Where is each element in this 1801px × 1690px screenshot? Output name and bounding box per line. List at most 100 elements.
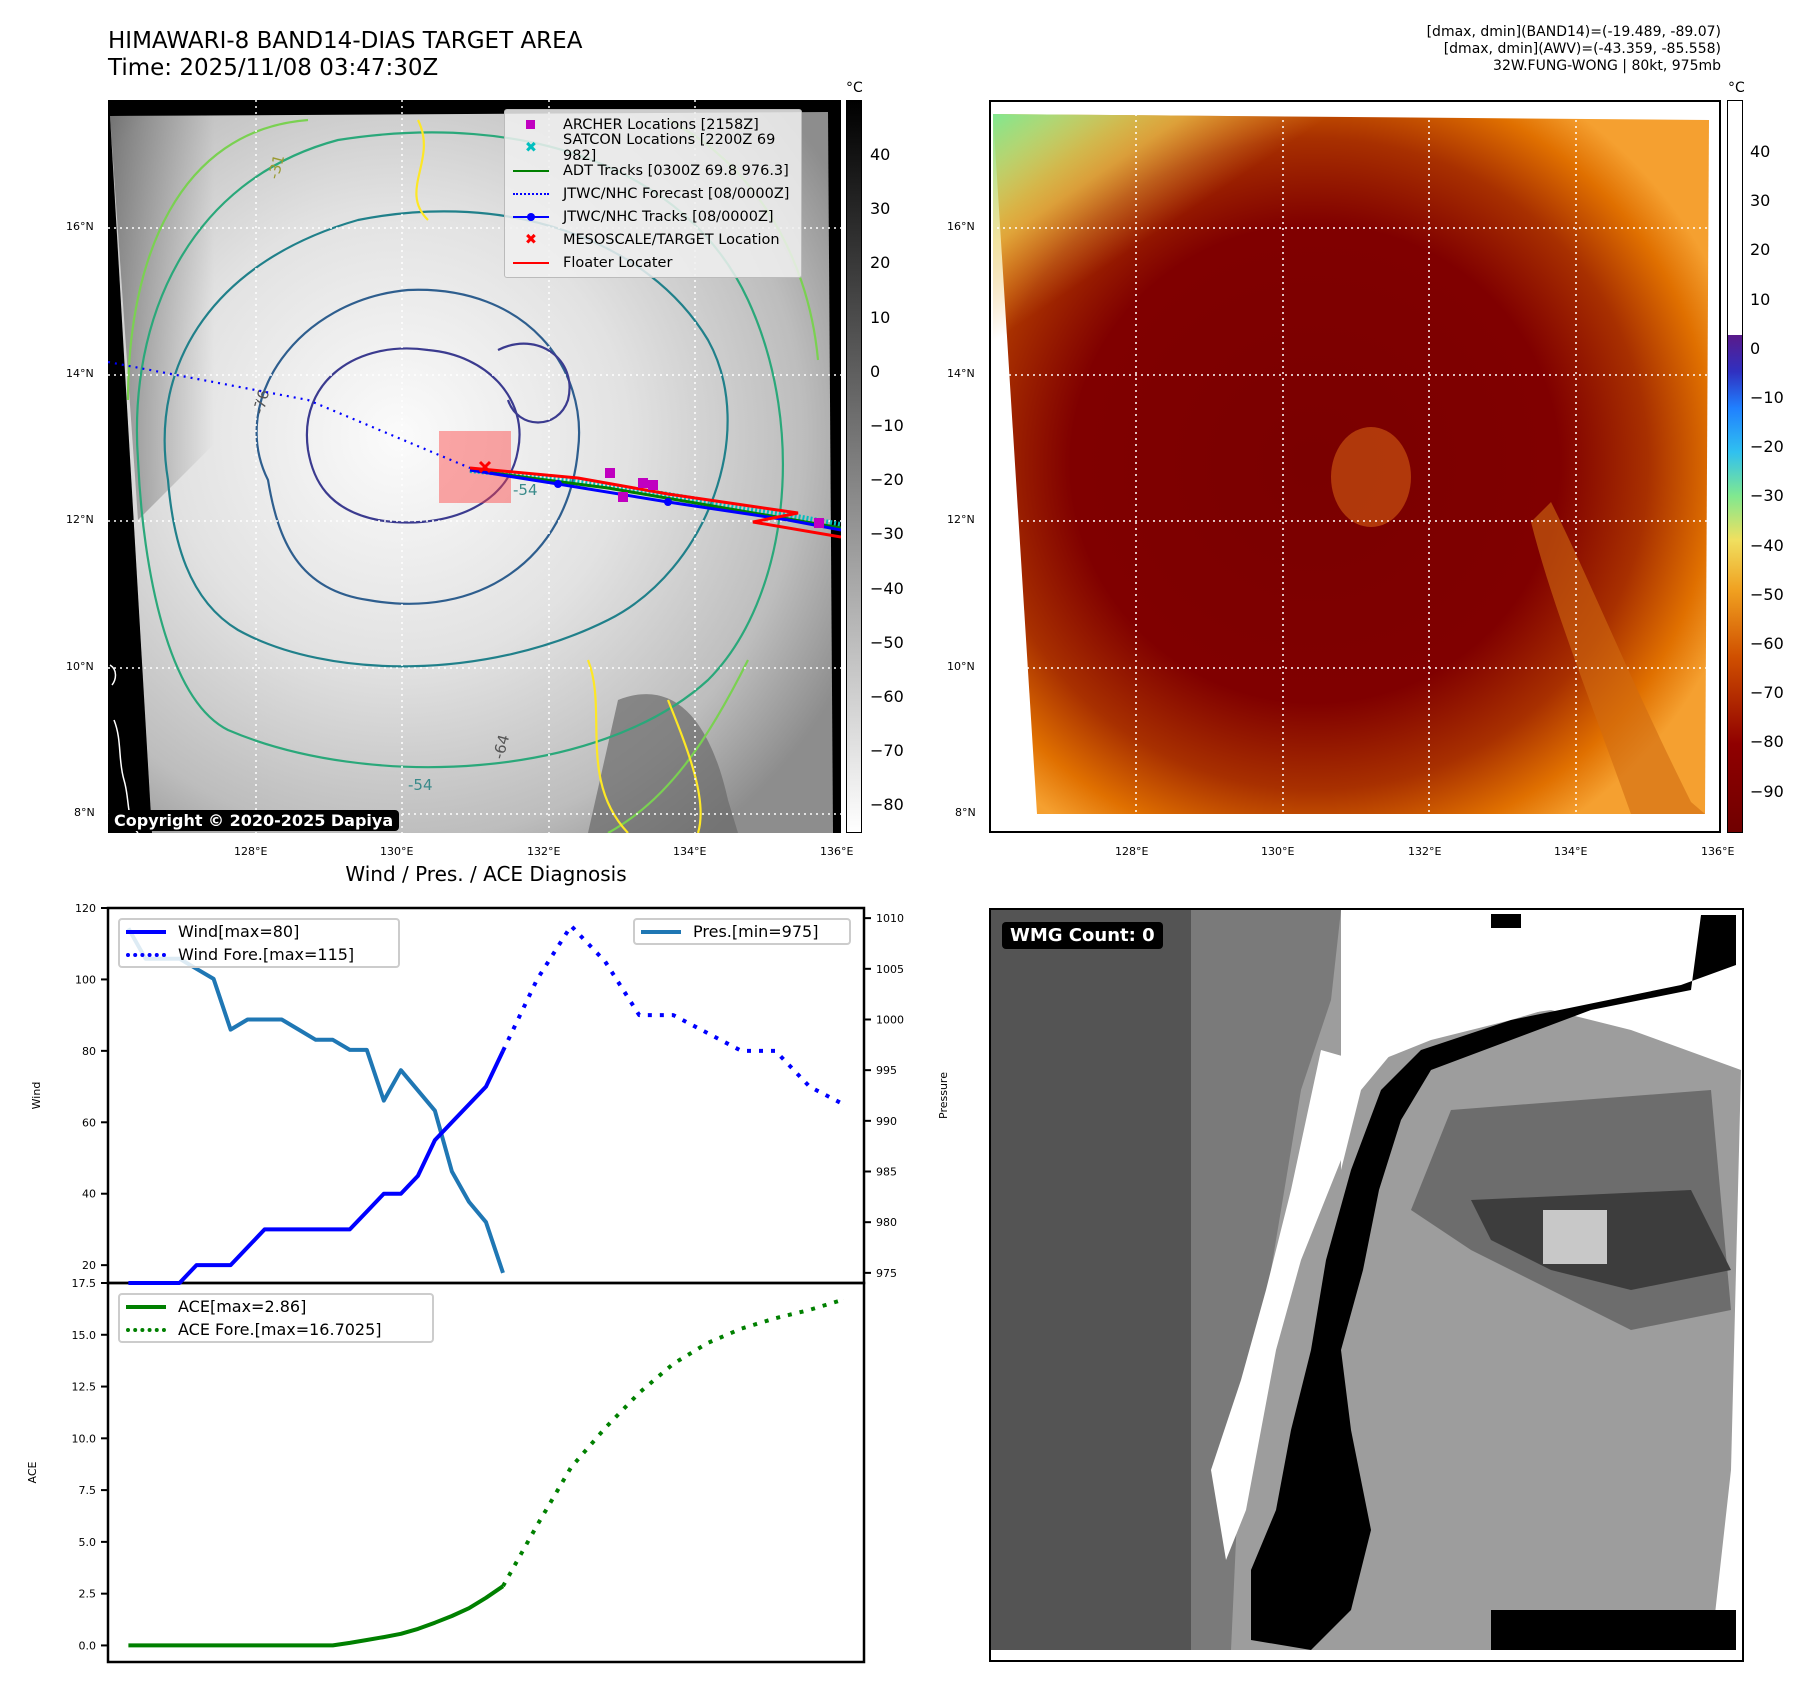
- lon-tick: 128°E: [1115, 845, 1149, 858]
- y-right-tick-label: 975: [876, 1267, 897, 1280]
- wmg-region: [1491, 1610, 1736, 1650]
- band14-range: [dmax, dmin](BAND14)=(-19.489, -89.07): [1426, 24, 1721, 40]
- line-icon: [511, 256, 551, 270]
- y-right-tick-label: 1005: [876, 963, 904, 976]
- colorbar-tick: −10: [870, 416, 904, 435]
- line-dot-icon: [511, 210, 551, 224]
- y-tick-label: 15.0: [72, 1329, 97, 1342]
- jtwc-track-point: [664, 498, 672, 506]
- lon-tick: 132°E: [527, 845, 561, 858]
- legend-mesoscale: ✖ MESOSCALE/TARGET Location: [505, 228, 801, 251]
- wmg-count-badge: WMG Count: 0: [1002, 922, 1163, 949]
- y-right-tick-label: 995: [876, 1064, 897, 1077]
- legend-jtwc-forecast: JTWC/NHC Forecast [08/0000Z]: [505, 182, 801, 205]
- series-line-wind: [128, 1050, 505, 1285]
- lon-tick: 128°E: [234, 845, 268, 858]
- awv-dry-region: [993, 114, 1709, 402]
- lon-tick: 134°E: [1554, 845, 1588, 858]
- wind-legend: Wind[max=80] Wind Fore.[max=115]: [118, 918, 400, 968]
- y-tick-label: 120: [75, 902, 96, 915]
- legend-floater: Floater Locater: [505, 251, 801, 274]
- legend-jtwc-tracks: JTWC/NHC Tracks [08/0000Z]: [505, 205, 801, 228]
- ace-legend: ACE[max=2.86] ACE Fore.[max=16.7025]: [118, 1293, 434, 1343]
- figure-title: HIMAWARI-8 BAND14-DIAS TARGET AREA Time:…: [108, 28, 582, 82]
- title-line-1: HIMAWARI-8 BAND14-DIAS TARGET AREA: [108, 28, 583, 54]
- colorbar-tick: 10: [870, 307, 891, 327]
- awv-map-image: [991, 102, 1719, 831]
- lat-tick: 16°N: [66, 220, 94, 233]
- copyright-badge: Copyright © 2020-2025 Dapiya: [108, 810, 400, 831]
- lat-tick: 16°N: [947, 220, 975, 233]
- ir-dry-region: [110, 114, 408, 520]
- series-line-pres-: [126, 927, 505, 1274]
- awv-eye-feature: [1331, 427, 1411, 527]
- colorbar-tick: −40: [1750, 535, 1784, 555]
- awv-band-feature: [1531, 502, 1705, 814]
- square-marker-icon: [511, 118, 551, 132]
- colorbar-tick: −60: [1750, 634, 1784, 653]
- x-marker-icon: ✖: [524, 231, 538, 248]
- awv-map-panel[interactable]: [989, 100, 1721, 833]
- lat-tick: 14°N: [947, 367, 975, 380]
- target-marker: [478, 460, 492, 474]
- y-tick-label: 60: [82, 1116, 96, 1129]
- x-marker-icon: ✖: [524, 139, 538, 156]
- coastline: [109, 664, 139, 833]
- lat-tick: 10°N: [947, 660, 975, 673]
- awv-colorbar-unit: °C: [1728, 80, 1745, 96]
- y-tick-label: 20: [82, 1259, 96, 1272]
- colorbar-tick: 40: [870, 145, 891, 164]
- colorbar-tick: 20: [870, 253, 891, 273]
- y-right-tick-label: 980: [876, 1216, 897, 1229]
- y-right-tick-label: 985: [876, 1166, 897, 1179]
- lat-tick: 8°N: [955, 806, 976, 819]
- colorbar-tick: 30: [1750, 191, 1771, 211]
- colorbar-tick: 0: [870, 361, 881, 381]
- legend-adt: ADT Tracks [0300Z 69.8 976.3]: [505, 159, 801, 182]
- lon-tick: 136°E: [1701, 845, 1735, 858]
- colorbar-tick: −30: [870, 524, 904, 544]
- legend-wind: Wind[max=80]: [120, 920, 398, 943]
- pressure-legend: Pres.[min=975]: [633, 918, 851, 945]
- ace-axes: [106, 1281, 866, 1664]
- colorbar-tick: 30: [870, 199, 891, 219]
- ir-map-legend: ARCHER Locations [2158Z] ✖ SATCON Locatio…: [504, 109, 802, 278]
- ir-gridlines: [108, 100, 841, 833]
- legend-archer: ARCHER Locations [2158Z]: [505, 113, 801, 136]
- ir-colorbar: [846, 100, 862, 833]
- awv-colorbar: [1727, 100, 1743, 833]
- colorbar-tick: −20: [870, 470, 904, 490]
- series-line-ace-fore-: [501, 1297, 845, 1588]
- svg-text:-31: -31: [264, 153, 288, 181]
- diagnosis-title: Wind / Pres. / ACE Diagnosis: [345, 862, 627, 886]
- wmg-panel[interactable]: [989, 908, 1744, 1662]
- lat-tick: 12°N: [66, 513, 94, 526]
- y-tick-label: 0.0: [79, 1639, 97, 1652]
- lon-tick: 134°E: [673, 845, 707, 858]
- colorbar-tick: 40: [1750, 142, 1771, 161]
- series-line-ace: [128, 1584, 505, 1648]
- jtwc-track-point: [554, 480, 562, 488]
- awv-gridlines: [991, 102, 1719, 831]
- colorbar-tick: −40: [870, 578, 904, 598]
- lat-tick: 12°N: [947, 513, 975, 526]
- colorbar-tick: −10: [1750, 388, 1784, 407]
- satcon-track: [469, 467, 841, 528]
- line-icon: [511, 164, 551, 178]
- lat-tick: 14°N: [66, 367, 94, 380]
- diagnosis-chart[interactable]: 120 100 80 60 40 20 1010 1005 1000 995 990 985 980 97…: [0, 895, 985, 1675]
- wmg-region: [1251, 915, 1736, 1650]
- ir-map-image: -76 -54 -64 -54 -31: [108, 100, 841, 833]
- legend-ace-forecast: ACE Fore.[max=16.7025]: [120, 1318, 432, 1341]
- wmg-region: [991, 910, 1191, 1650]
- wmg-region: [1211, 1050, 1356, 1560]
- lon-tick: 136°E: [820, 845, 854, 858]
- legend-wind-forecast: Wind Fore.[max=115]: [120, 943, 398, 966]
- lon-tick: 130°E: [380, 845, 414, 858]
- storm-info: [dmax, dmin](BAND14)=(-19.489, -89.07) […: [1427, 24, 1721, 75]
- y-right-tick-label: 990: [876, 1115, 897, 1128]
- colorbar-tick: 0: [1750, 338, 1761, 358]
- svg-text:-54: -54: [513, 481, 538, 499]
- y-tick-label: 40: [82, 1188, 96, 1201]
- colorbar-tick: −70: [870, 741, 904, 761]
